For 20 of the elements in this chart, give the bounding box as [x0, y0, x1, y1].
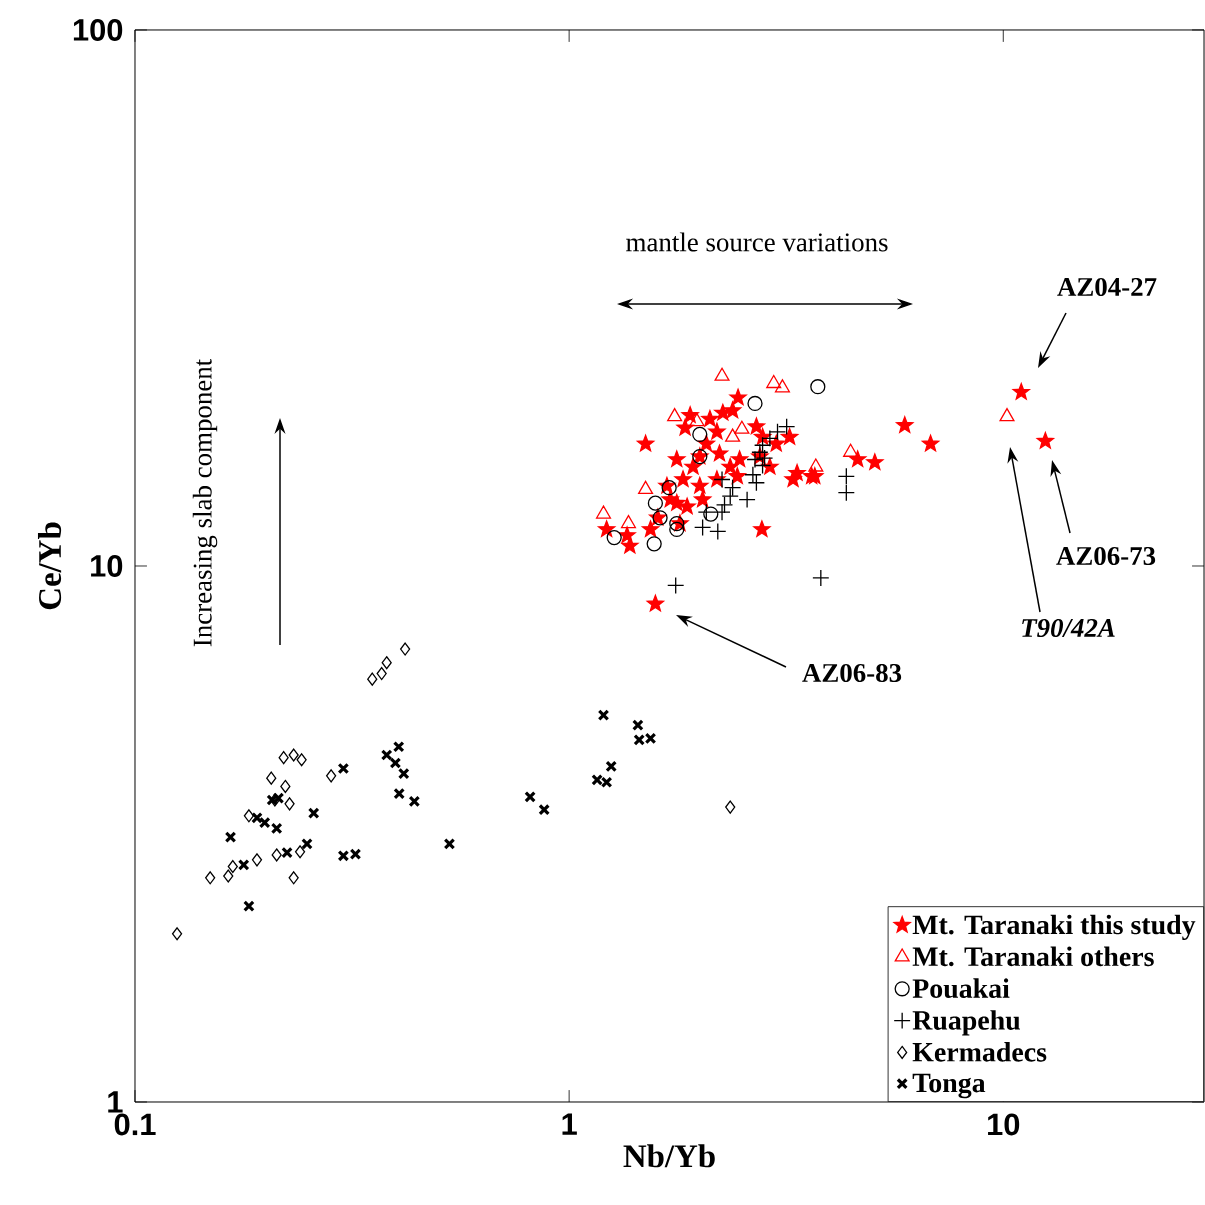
legend-label: Mt. Taranaki others — [912, 946, 1154, 967]
y-tick-label: 100 — [73, 19, 123, 41]
annotation: AZ06-73 — [1056, 546, 1156, 566]
legend-label: Mt. Taranaki this study — [912, 914, 1196, 941]
legend-label: Ruapehu — [912, 1010, 1020, 1036]
y-tick-label: 1 — [108, 1091, 123, 1113]
annotation: Increasing slab component — [192, 358, 218, 647]
legend-label: Tonga — [912, 1073, 986, 1099]
y-tick-label: 10 — [91, 555, 123, 577]
annotation: T90/42A — [1022, 618, 1115, 638]
annotation: AZ06-83 — [802, 663, 902, 683]
legend-label: Pouakai — [912, 978, 1010, 999]
x-tick-label: 0.1 — [114, 1113, 156, 1136]
x-tick-label: 1 — [562, 1113, 577, 1135]
annotation: mantle source variations — [626, 232, 888, 252]
y-axis-title: Ce/Yb — [37, 522, 62, 610]
x-axis-title: Nb/Yb — [623, 1144, 715, 1168]
x-tick-label: 10 — [988, 1113, 1020, 1136]
legend-label: Kermadecs — [912, 1042, 1047, 1062]
annotation: AZ04-27 — [1057, 277, 1157, 297]
